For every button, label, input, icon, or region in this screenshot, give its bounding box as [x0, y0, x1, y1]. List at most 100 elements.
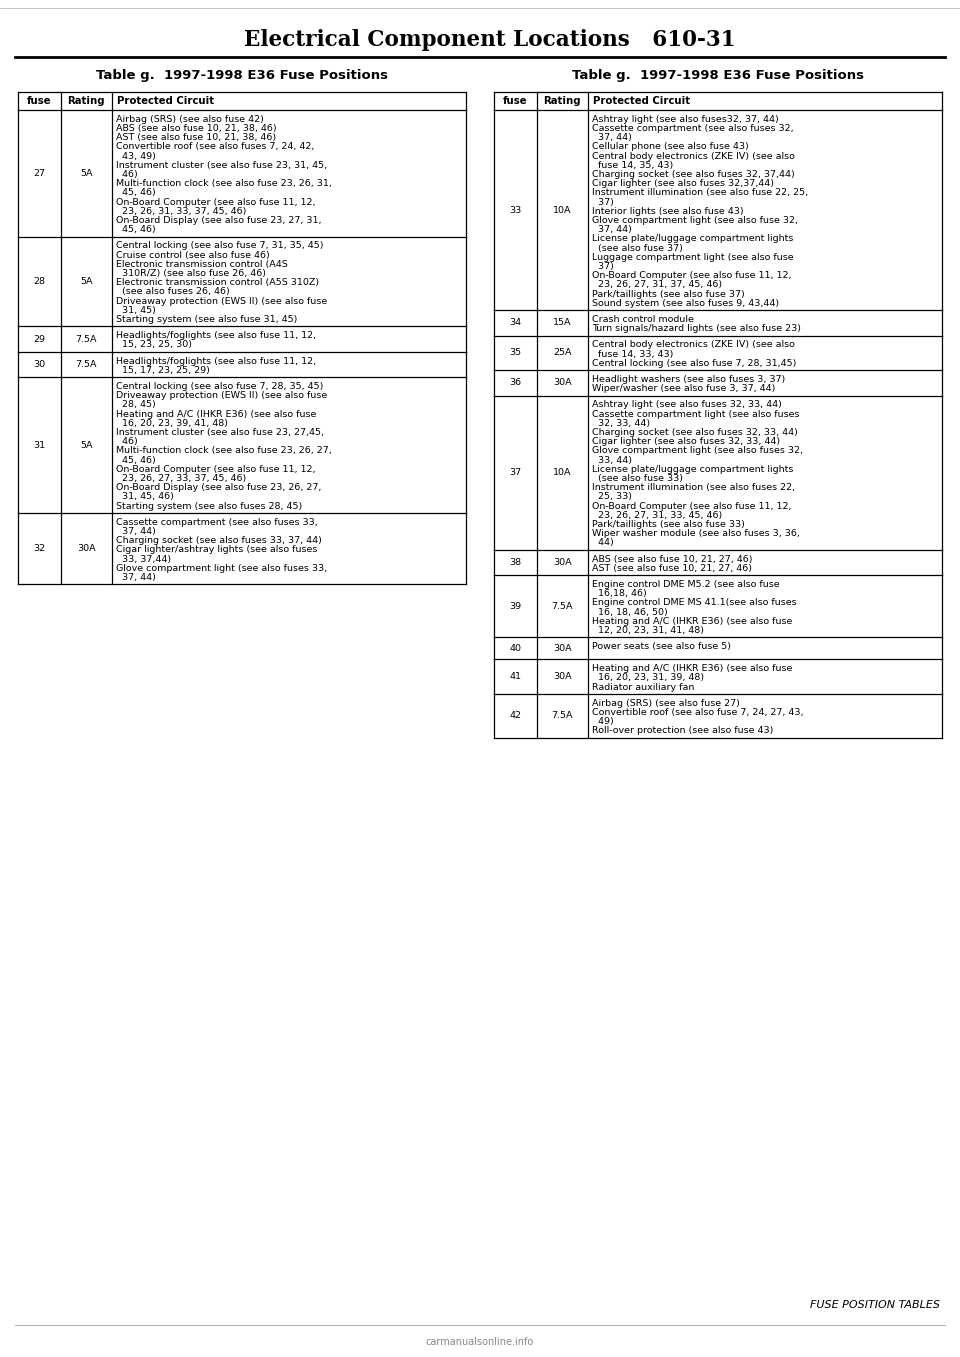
- Text: 29: 29: [34, 335, 45, 343]
- Text: 7.5A: 7.5A: [76, 360, 97, 369]
- Text: Park/taillights (see also fuse 37): Park/taillights (see also fuse 37): [592, 289, 745, 299]
- Text: Radiator auxiliary fan: Radiator auxiliary fan: [592, 683, 694, 692]
- Text: 23, 26, 27, 31, 37, 45, 46): 23, 26, 27, 31, 37, 45, 46): [592, 281, 722, 289]
- Text: On-Board Computer (see also fuse 11, 12,: On-Board Computer (see also fuse 11, 12,: [592, 271, 792, 281]
- Text: 37, 44): 37, 44): [116, 527, 156, 536]
- Text: Driveaway protection (EWS II) (see also fuse: Driveaway protection (EWS II) (see also …: [116, 297, 327, 305]
- Text: 23, 26, 27, 33, 37, 45, 46): 23, 26, 27, 33, 37, 45, 46): [116, 474, 247, 483]
- Text: 37): 37): [592, 262, 614, 271]
- Text: Central body electronics (ZKE IV) (see also: Central body electronics (ZKE IV) (see a…: [592, 341, 795, 350]
- Text: Ashtray light (see also fuses32, 37, 44): Ashtray light (see also fuses32, 37, 44): [592, 115, 779, 123]
- Text: 41: 41: [509, 672, 521, 681]
- Text: 7.5A: 7.5A: [552, 711, 573, 721]
- Text: Wiper washer module (see also fuses 3, 36,: Wiper washer module (see also fuses 3, 3…: [592, 529, 800, 539]
- Text: fuse: fuse: [27, 96, 52, 106]
- Text: ABS (see also fuse 10, 21, 38, 46): ABS (see also fuse 10, 21, 38, 46): [116, 123, 276, 133]
- Text: 30: 30: [34, 360, 45, 369]
- Text: On-Board Computer (see also fuse 11, 12,: On-Board Computer (see also fuse 11, 12,: [116, 198, 316, 206]
- Text: Airbag (SRS) (see also fuse 27): Airbag (SRS) (see also fuse 27): [592, 699, 740, 708]
- Text: (see also fuse 33): (see also fuse 33): [592, 474, 684, 483]
- Text: 5A: 5A: [80, 168, 92, 178]
- Text: Interior lights (see also fuse 43): Interior lights (see also fuse 43): [592, 206, 744, 216]
- Text: Driveaway protection (EWS II) (see also fuse: Driveaway protection (EWS II) (see also …: [116, 391, 327, 400]
- Text: 30A: 30A: [553, 379, 571, 387]
- Text: fuse 14, 35, 43): fuse 14, 35, 43): [592, 161, 673, 170]
- Text: Cassette compartment light (see also fuses: Cassette compartment light (see also fus…: [592, 410, 800, 419]
- Text: Cigar lighter (see also fuses 32, 33, 44): Cigar lighter (see also fuses 32, 33, 44…: [592, 437, 780, 446]
- Text: Table g.  1997-1998 E36 Fuse Positions: Table g. 1997-1998 E36 Fuse Positions: [96, 68, 388, 81]
- Text: Headlights/foglights (see also fuse 11, 12,: Headlights/foglights (see also fuse 11, …: [116, 331, 316, 341]
- Text: Cruise control (see also fuse 46): Cruise control (see also fuse 46): [116, 251, 270, 259]
- Text: On-Board Display (see also fuse 23, 26, 27,: On-Board Display (see also fuse 23, 26, …: [116, 483, 322, 493]
- Text: 32, 33, 44): 32, 33, 44): [592, 419, 650, 427]
- Text: On-Board Display (see also fuse 23, 27, 31,: On-Board Display (see also fuse 23, 27, …: [116, 216, 322, 225]
- Text: Power seats (see also fuse 5): Power seats (see also fuse 5): [592, 642, 732, 651]
- Text: Crash control module: Crash control module: [592, 315, 694, 324]
- Text: 35: 35: [509, 349, 521, 357]
- Text: Multi-function clock (see also fuse 23, 26, 31,: Multi-function clock (see also fuse 23, …: [116, 179, 332, 189]
- Text: 25A: 25A: [553, 349, 571, 357]
- Text: 5A: 5A: [80, 441, 92, 449]
- Text: 31, 45): 31, 45): [116, 305, 156, 315]
- Text: AST (see also fuse 10, 21, 27, 46): AST (see also fuse 10, 21, 27, 46): [592, 565, 752, 573]
- Text: Electronic transmission control (A4S: Electronic transmission control (A4S: [116, 261, 288, 269]
- Text: 25, 33): 25, 33): [592, 493, 632, 502]
- Text: 16, 20, 23, 39, 41, 48): 16, 20, 23, 39, 41, 48): [116, 419, 228, 427]
- Text: 7.5A: 7.5A: [552, 601, 573, 611]
- Text: Starting system (see also fuse 31, 45): Starting system (see also fuse 31, 45): [116, 315, 298, 324]
- Text: 37: 37: [509, 468, 521, 478]
- Text: 37, 44): 37, 44): [592, 225, 632, 235]
- Text: ABS (see also fuse 10, 21, 27, 46): ABS (see also fuse 10, 21, 27, 46): [592, 555, 753, 563]
- Text: 32: 32: [34, 544, 45, 554]
- Text: 45, 46): 45, 46): [116, 456, 156, 464]
- Text: 30A: 30A: [553, 558, 571, 567]
- Text: Multi-function clock (see also fuse 23, 26, 27,: Multi-function clock (see also fuse 23, …: [116, 446, 332, 456]
- Text: License plate/luggage compartment lights: License plate/luggage compartment lights: [592, 465, 794, 474]
- Text: 10A: 10A: [553, 468, 571, 478]
- Text: fuse: fuse: [503, 96, 528, 106]
- Text: 37, 44): 37, 44): [116, 573, 156, 582]
- Text: Rating: Rating: [543, 96, 581, 106]
- Text: 16, 18, 46, 50): 16, 18, 46, 50): [592, 608, 668, 616]
- Text: Table g.  1997-1998 E36 Fuse Positions: Table g. 1997-1998 E36 Fuse Positions: [572, 68, 864, 81]
- Text: 33, 37,44): 33, 37,44): [116, 555, 171, 563]
- Text: Turn signals/hazard lights (see also fuse 23): Turn signals/hazard lights (see also fus…: [592, 324, 801, 334]
- Text: 38: 38: [509, 558, 521, 567]
- Text: (see also fuse 37): (see also fuse 37): [592, 244, 683, 252]
- Text: Starting system (see also fuses 28, 45): Starting system (see also fuses 28, 45): [116, 502, 302, 510]
- Text: Heating and A/C (IHKR E36) (see also fuse: Heating and A/C (IHKR E36) (see also fus…: [592, 665, 792, 673]
- Text: 44): 44): [592, 539, 613, 547]
- Text: FUSE POSITION TABLES: FUSE POSITION TABLES: [810, 1300, 940, 1310]
- Text: 31: 31: [34, 441, 45, 449]
- Text: On-Board Computer (see also fuse 11, 12,: On-Board Computer (see also fuse 11, 12,: [116, 465, 316, 474]
- Text: 27: 27: [34, 168, 45, 178]
- Text: Glove compartment light (see also fuses 32,: Glove compartment light (see also fuses …: [592, 446, 804, 456]
- Text: Electronic transmission control (A5S 310Z): Electronic transmission control (A5S 310…: [116, 278, 320, 288]
- Text: 46): 46): [116, 170, 138, 179]
- Text: Roll-over protection (see also fuse 43): Roll-over protection (see also fuse 43): [592, 726, 774, 735]
- Text: Instrument cluster (see also fuse 23, 27,45,: Instrument cluster (see also fuse 23, 27…: [116, 427, 324, 437]
- Text: Cigar lighter (see also fuses 32,37,44): Cigar lighter (see also fuses 32,37,44): [592, 179, 774, 189]
- Text: 36: 36: [509, 379, 521, 387]
- Text: 39: 39: [509, 601, 521, 611]
- Text: Protected Circuit: Protected Circuit: [117, 96, 214, 106]
- Text: 30A: 30A: [77, 544, 96, 554]
- Text: Luggage compartment light (see also fuse: Luggage compartment light (see also fuse: [592, 252, 794, 262]
- Text: 46): 46): [116, 437, 138, 446]
- Text: 28: 28: [34, 277, 45, 286]
- Text: 30A: 30A: [553, 645, 571, 653]
- Text: 23, 26, 27, 31, 33, 45, 46): 23, 26, 27, 31, 33, 45, 46): [592, 510, 722, 520]
- Text: Cassette compartment (see also fuses 32,: Cassette compartment (see also fuses 32,: [592, 123, 794, 133]
- Text: 33, 44): 33, 44): [592, 456, 632, 464]
- Text: fuse 14, 33, 43): fuse 14, 33, 43): [592, 350, 674, 358]
- Text: Ashtray light (see also fuses 32, 33, 44): Ashtray light (see also fuses 32, 33, 44…: [592, 400, 782, 410]
- Text: 37, 44): 37, 44): [592, 133, 632, 142]
- Text: Central locking (see also fuse 7, 31, 35, 45): Central locking (see also fuse 7, 31, 35…: [116, 242, 324, 251]
- Text: 37): 37): [592, 198, 614, 206]
- Text: Glove compartment light (see also fuse 32,: Glove compartment light (see also fuse 3…: [592, 216, 798, 225]
- Text: Central body electronics (ZKE IV) (see also: Central body electronics (ZKE IV) (see a…: [592, 152, 795, 160]
- Text: Headlights/foglights (see also fuse 11, 12,: Headlights/foglights (see also fuse 11, …: [116, 357, 316, 365]
- Text: Charging socket (see also fuses 32, 37,44): Charging socket (see also fuses 32, 37,4…: [592, 170, 795, 179]
- Text: 16, 20, 23, 31, 39, 48): 16, 20, 23, 31, 39, 48): [592, 673, 705, 683]
- Text: Instrument cluster (see also fuse 23, 31, 45,: Instrument cluster (see also fuse 23, 31…: [116, 161, 327, 170]
